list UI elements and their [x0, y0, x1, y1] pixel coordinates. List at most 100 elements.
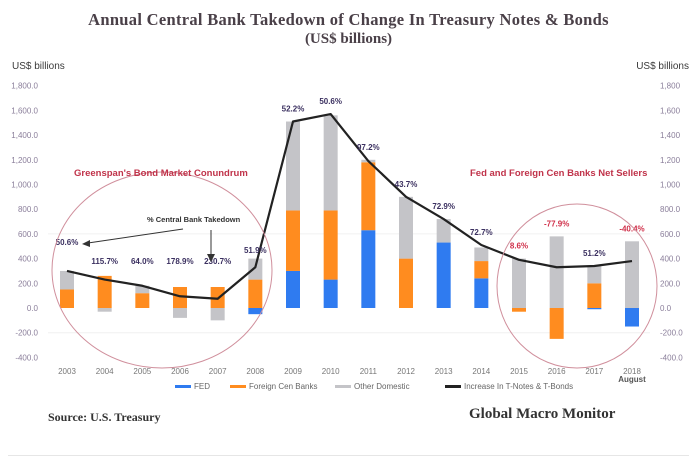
y-tick-right: 1,000 [660, 181, 681, 190]
percent-label-2004: 115.7% [91, 257, 118, 266]
bar-foreign-cen-banks-2012 [399, 258, 413, 308]
bar-foreign-cen-banks-2009 [286, 210, 300, 271]
x-tick-2005: 2005 [133, 367, 151, 376]
percent-label-2008: 51.9% [244, 246, 267, 255]
bars [60, 115, 639, 339]
y-tick-left: -400.0 [15, 353, 38, 362]
y-tick-right: 800.0 [660, 205, 681, 214]
x-tick-2013: 2013 [435, 367, 453, 376]
x-tick-2016: 2016 [548, 367, 566, 376]
y-tick-right: 200.0 [660, 279, 681, 288]
bar-foreign-cen-banks-2011 [361, 162, 376, 231]
left-axis-unit: US$ billions [12, 61, 65, 72]
right-axis-unit: US$ billions [636, 61, 689, 72]
x-axis: 2003 2004 2005 2006 2007 2008 2009 2010 2011 2012… [58, 367, 646, 384]
x-sublabel-august: August [618, 375, 646, 384]
y-tick-right: 1,800 [660, 82, 681, 91]
x-tick-2015: 2015 [510, 367, 528, 376]
brand-label: Global Macro Monitor [469, 406, 616, 422]
bar-other-domestic-2012 [399, 196, 413, 259]
bottom-divider [8, 455, 689, 456]
legend-swatch-fed [175, 385, 191, 388]
percent-label-2011: 97.2% [357, 143, 380, 152]
bar-foreign-cen-banks-2017 [587, 283, 602, 308]
x-tick-2018: 2018 [623, 367, 641, 376]
x-tick-2009: 2009 [284, 367, 302, 376]
bar-fed-2018 [625, 308, 639, 327]
bar-other-domestic-2004 [97, 308, 112, 312]
bar-other-domestic-2003 [60, 270, 74, 290]
x-tick-2012: 2012 [397, 367, 415, 376]
y-tick-left: 400.0 [18, 255, 39, 264]
y-tick-left: 600.0 [18, 230, 39, 239]
y-tick-right: 1,400 [660, 131, 681, 140]
legend-swatch-other-domestic [335, 385, 351, 388]
bar-other-domestic-2006 [173, 308, 187, 318]
y-tick-right: -400.0 [660, 353, 683, 362]
legend-label-other-domestic: Other Domestic [354, 382, 410, 391]
percent-label-2017: 51.2% [583, 249, 606, 258]
bar-other-domestic-2015 [512, 258, 526, 308]
percent-label-2003: 50.6% [56, 238, 79, 247]
bar-foreign-cen-banks-2005 [135, 293, 150, 308]
y-tick-left: 800.0 [18, 205, 39, 214]
percent-label-2012: 43.7% [395, 180, 418, 189]
total-line [66, 113, 633, 300]
x-tick-2007: 2007 [209, 367, 227, 376]
percent-label-2016: -77.9% [544, 219, 569, 228]
y-axis-right: 1,800 1,600 1,400 1,200 1,000 800.0 600.0 400.0… [660, 82, 683, 363]
bar-foreign-cen-banks-2014 [474, 261, 489, 279]
bar-other-domestic-2014 [474, 247, 489, 262]
bar-foreign-cen-banks-2016 [549, 308, 564, 339]
bar-other-domestic-2005 [135, 285, 150, 294]
bar-foreign-cen-banks-2010 [323, 210, 338, 280]
percent-label-2013: 72.9% [432, 202, 455, 211]
line-increase-t-notes-bonds [66, 113, 633, 300]
percent-label-2015: 8.6% [510, 242, 528, 251]
bar-other-domestic-2017 [587, 266, 602, 284]
y-tick-left: 1,000.0 [11, 181, 38, 190]
bar-other-domestic-2016 [549, 236, 564, 308]
y-tick-left: 1,800.0 [11, 82, 38, 91]
bar-foreign-cen-banks-2015 [512, 308, 526, 312]
y-tick-right: -200.0 [660, 329, 683, 338]
bar-fed-2010 [323, 279, 338, 308]
y-tick-left: 1,400.0 [11, 131, 38, 140]
bar-foreign-cen-banks-2003 [60, 289, 74, 308]
bar-fed-2013 [436, 242, 451, 308]
legend-label-fed: FED [194, 382, 210, 391]
legend-label-increase-in-t-notes-t-bonds: Increase In T-Notes & T-Bonds [464, 382, 573, 391]
conundrum-circle [51, 171, 273, 369]
y-tick-right: 1,600 [660, 106, 681, 115]
x-tick-2017: 2017 [585, 367, 603, 376]
legend-swatch-foreign-cen-banks [230, 385, 246, 388]
bar-foreign-cen-banks-2004 [97, 275, 112, 308]
x-tick-2011: 2011 [360, 367, 378, 376]
x-tick-2006: 2006 [171, 367, 189, 376]
percent-labels: 50.6% 115.7% 64.0% 178.9% 230.7% 51.9% 52.2% 50… [56, 97, 645, 266]
y-axis-left: 1,800.0 1,600.0 1,400.0 1,200.0 1,000.0 800.0… [11, 82, 38, 363]
percent-label-2005: 64.0% [131, 257, 154, 266]
bar-fed-2014 [474, 278, 489, 308]
y-tick-right: 0.0 [660, 304, 672, 313]
percent-label-2006: 178.9% [166, 257, 193, 266]
bar-other-domestic-2009 [286, 121, 300, 211]
annotations: Greenspan's Bond Market Conundrum % Cent… [51, 168, 658, 369]
legend-swatch-increase-in-t-notes-t-bonds [445, 385, 461, 388]
percent-label-2009: 52.2% [282, 105, 305, 114]
bar-foreign-cen-banks-2008 [248, 279, 263, 308]
percent-label-2018: -40.4% [619, 224, 644, 233]
x-tick-2003: 2003 [58, 367, 76, 376]
bar-fed-2008 [248, 308, 263, 315]
chart-subtitle: (US$ billions) [304, 31, 393, 47]
source-note: Source: U.S. Treasury [48, 410, 161, 424]
annotation-takedown: % Central Bank Takedown [147, 215, 241, 224]
y-tick-right: 600.0 [660, 230, 681, 239]
chart-title: Annual Central Bank Takedown of Change I… [88, 10, 609, 29]
x-tick-2008: 2008 [246, 367, 264, 376]
percent-label-2007: 230.7% [204, 257, 231, 266]
bar-other-domestic-2013 [436, 219, 451, 243]
bar-fed-2017 [587, 308, 602, 310]
y-tick-right: 400.0 [660, 255, 681, 264]
bar-other-domestic-2007 [210, 308, 225, 321]
